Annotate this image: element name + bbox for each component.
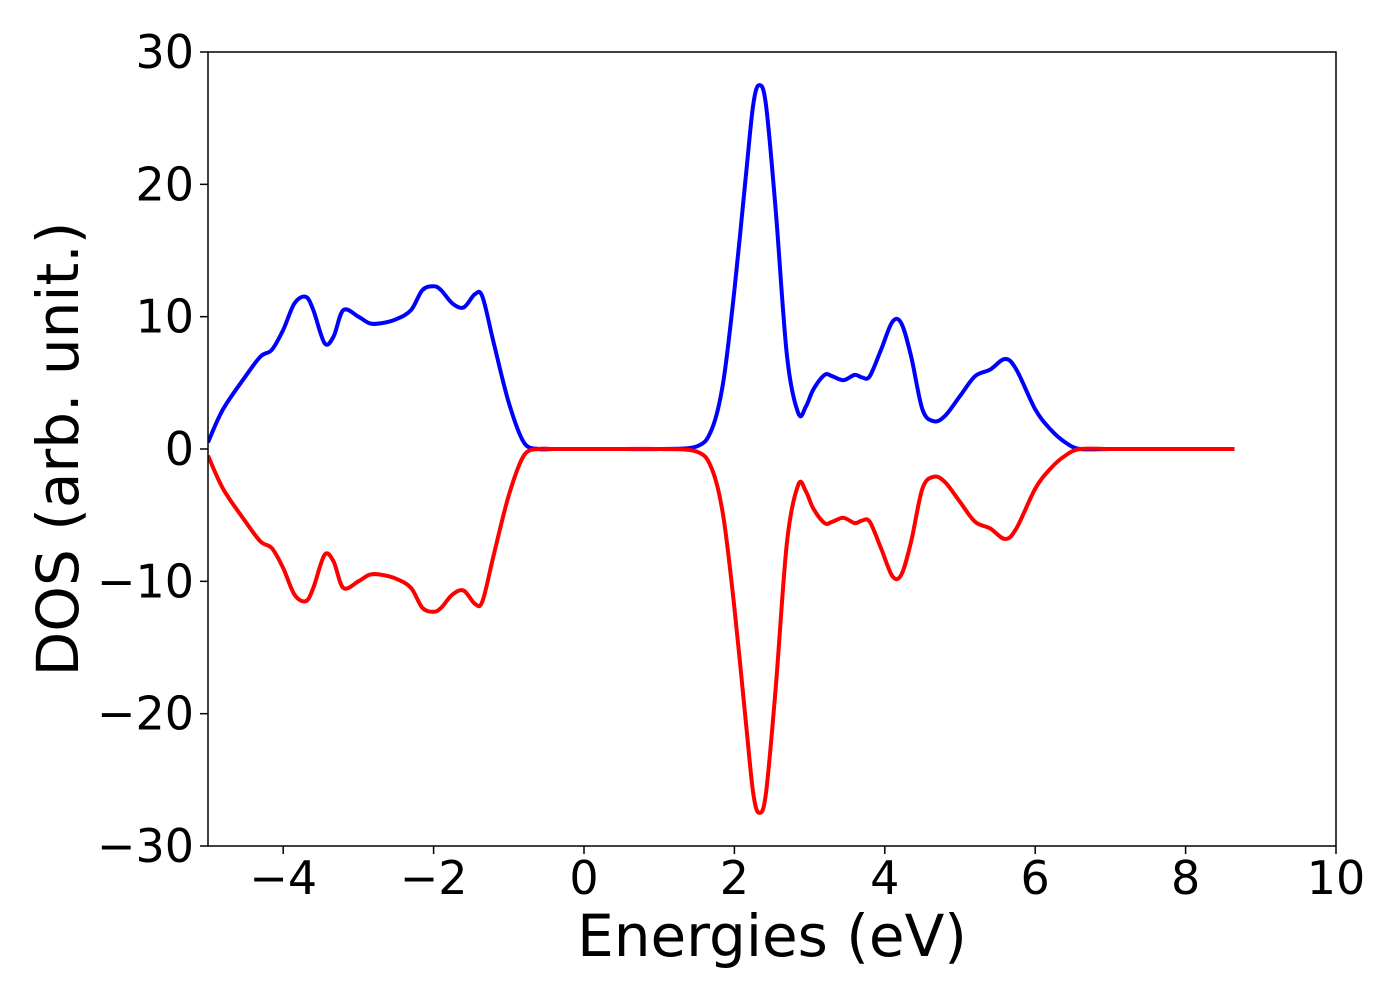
y-tick-label: −10 (97, 554, 194, 608)
y-tick-label: 20 (135, 157, 194, 211)
y-tick-label: 10 (135, 290, 194, 344)
series-layer (208, 83, 1235, 815)
x-tick-label: −2 (400, 851, 468, 905)
x-tick-label: 2 (720, 851, 749, 905)
dos-line-blue (208, 83, 1235, 452)
x-tick-label: −4 (249, 851, 317, 905)
y-tick-label: −30 (97, 819, 194, 873)
x-tick-label: 0 (569, 851, 598, 905)
x-tick-label: 8 (1171, 851, 1200, 905)
x-tick-label: 6 (1021, 851, 1050, 905)
y-tick-label: 30 (135, 25, 194, 79)
dos-line-red (208, 446, 1235, 815)
y-tick-label: 0 (165, 422, 194, 476)
x-tick-label: 10 (1307, 851, 1366, 905)
x-axis-label: Energies (eV) (577, 902, 967, 970)
x-tick-label: 4 (870, 851, 899, 905)
y-axis-label: DOS (arb. unit.) (24, 222, 92, 677)
y-tick-label: −20 (97, 687, 194, 741)
